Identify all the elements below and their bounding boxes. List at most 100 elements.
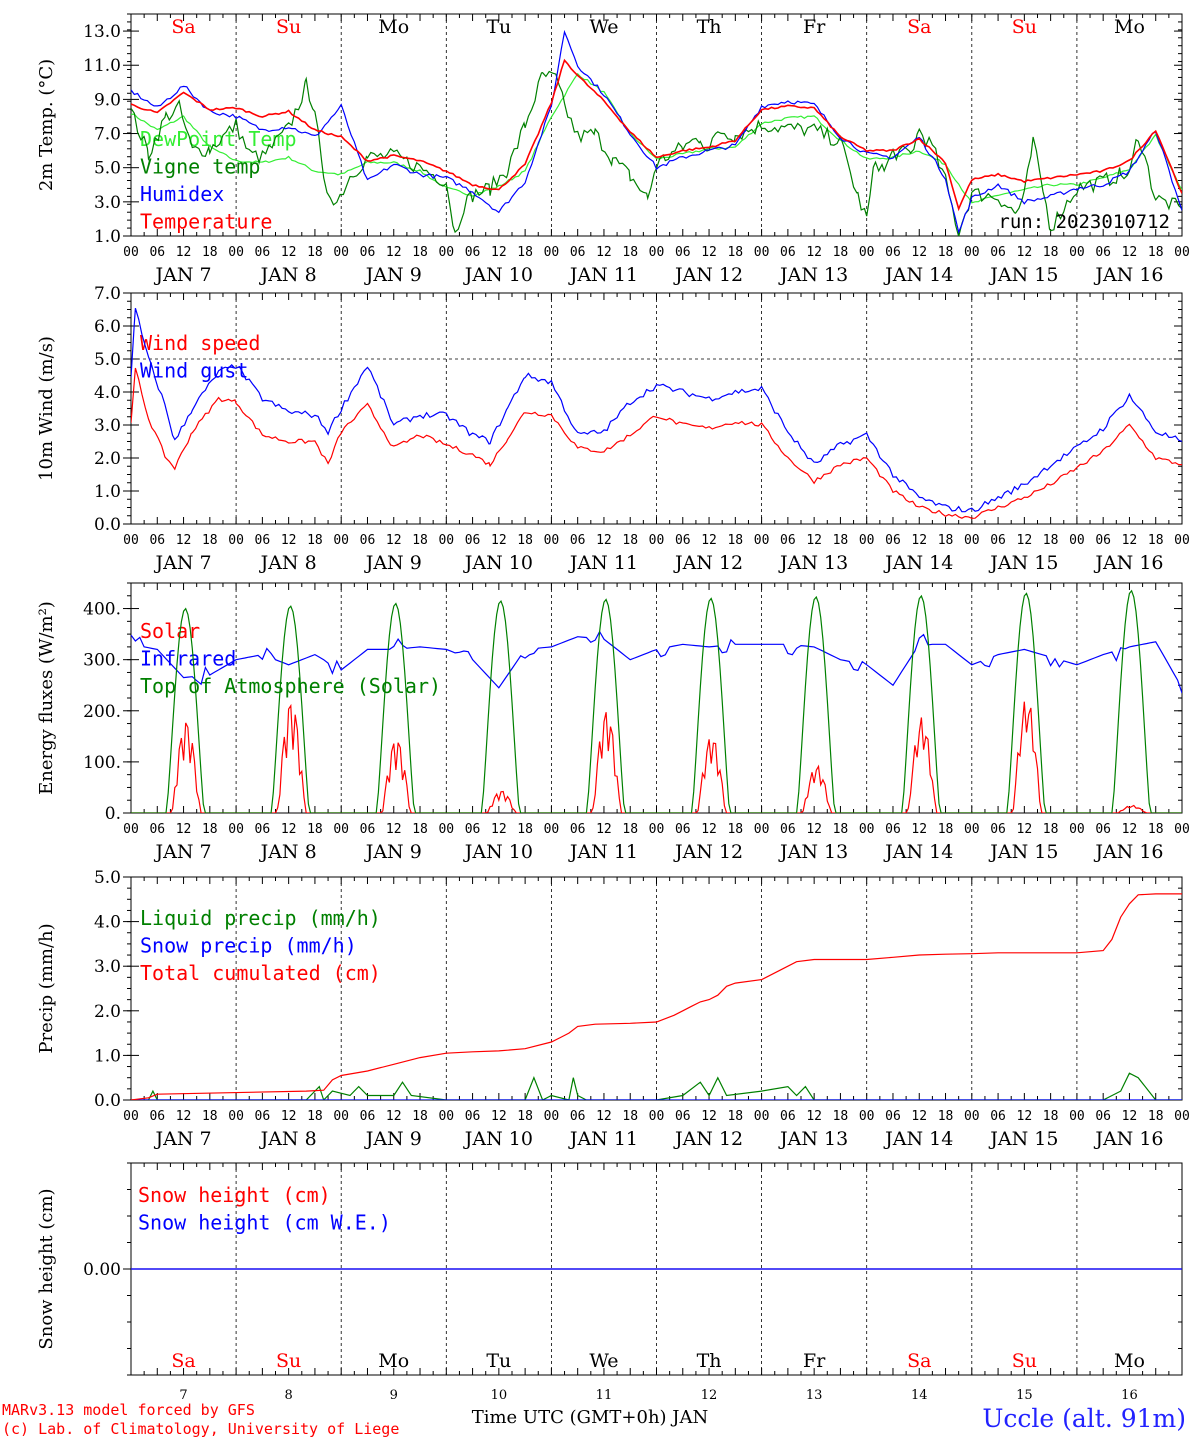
hour-tick-label: 12 xyxy=(281,822,297,837)
hour-tick-label: 00 xyxy=(859,1109,875,1124)
day-date-label: JAN 7 xyxy=(154,264,212,286)
hour-tick-label: 06 xyxy=(360,1109,376,1124)
hour-tick-label: 12 xyxy=(911,245,927,260)
day-date-label: JAN 12 xyxy=(673,841,743,863)
wind-panel: 0.0 1.0 2.0 3.0 4.0 5.0 6.0 7.0 10m Wind (m/s) 00… xyxy=(36,284,1190,574)
hour-tick-label: 12 xyxy=(806,822,822,837)
hour-tick-label: 12 xyxy=(176,1109,192,1124)
hour-tick-label: 12 xyxy=(1017,822,1033,837)
day-date-label: JAN 15 xyxy=(988,552,1058,574)
wind-gust-line xyxy=(131,308,1182,513)
hour-tick-label: 12 xyxy=(491,822,507,837)
hour-tick-label: 18 xyxy=(202,1109,218,1124)
hour-tick-label: 12 xyxy=(701,1109,717,1124)
hour-tick-label: 12 xyxy=(806,533,822,548)
y-tick-label: 100. xyxy=(83,753,121,773)
y-tick-label: 5.0 xyxy=(94,159,121,179)
hour-tick-label: 06 xyxy=(675,1109,691,1124)
day-date-label: JAN 9 xyxy=(364,1128,422,1150)
hour-tick-label: 12 xyxy=(596,533,612,548)
hour-tick-label: 18 xyxy=(1148,245,1164,260)
hour-tick-label: 06 xyxy=(465,533,481,548)
hour-tick-label: 06 xyxy=(360,245,376,260)
hour-tick-label: 00 xyxy=(544,245,560,260)
day-number-label: 16 xyxy=(1121,1388,1138,1403)
hour-tick-label: 12 xyxy=(911,533,927,548)
hour-tick-label: 12 xyxy=(701,245,717,260)
hour-tick-label: 18 xyxy=(412,1109,428,1124)
y-axis-label: Snow height (cm) xyxy=(36,1188,57,1349)
hour-tick-label: 00 xyxy=(123,245,139,260)
day-date-label: JAN 7 xyxy=(154,841,212,863)
hour-tick-label: 00 xyxy=(859,822,875,837)
day-date-label: JAN 8 xyxy=(259,264,317,286)
hour-tick-label: 18 xyxy=(1148,1109,1164,1124)
weekday-label: Th xyxy=(697,1350,722,1372)
hour-tick-label: 06 xyxy=(255,245,271,260)
hour-tick-label: 18 xyxy=(1148,533,1164,548)
day-date-label: JAN 11 xyxy=(568,1128,638,1150)
y-axis-label: Energy fluxes (W/m²) xyxy=(36,601,57,795)
hour-tick-label: 18 xyxy=(307,822,323,837)
day-date-label: JAN 16 xyxy=(1093,264,1163,286)
y-tick-label: 0.0 xyxy=(94,1091,121,1111)
weekday-label: Sa xyxy=(171,16,195,38)
hour-tick-label: 18 xyxy=(833,245,849,260)
hour-tick-label: 06 xyxy=(360,533,376,548)
y-tick-label: 3.0 xyxy=(94,957,121,977)
hour-tick-label: 06 xyxy=(990,533,1006,548)
weekday-label: Su xyxy=(1012,16,1037,38)
hour-tick-label: 12 xyxy=(386,822,402,837)
hour-tick-label: 06 xyxy=(149,533,165,548)
hour-tick-label: 06 xyxy=(990,822,1006,837)
hour-tick-label: 00 xyxy=(1174,822,1190,837)
hour-tick-label: 00 xyxy=(544,533,560,548)
hour-tick-label: 12 xyxy=(386,1109,402,1124)
hour-tick-label: 00 xyxy=(754,822,770,837)
infrared-flux-line xyxy=(131,630,1182,694)
day-date-label: JAN 7 xyxy=(154,552,212,574)
hour-tick-label: 18 xyxy=(1043,822,1059,837)
hour-tick-label: 00 xyxy=(964,245,980,260)
hour-tick-label: 18 xyxy=(517,245,533,260)
hour-tick-label: 00 xyxy=(438,533,454,548)
hour-tick-label: 00 xyxy=(1069,822,1085,837)
hour-tick-label: 00 xyxy=(123,533,139,548)
hour-tick-label: 06 xyxy=(780,245,796,260)
hour-tick-label: 12 xyxy=(176,245,192,260)
hour-tick-label: 18 xyxy=(307,245,323,260)
total-cumulated-line xyxy=(131,893,1182,1100)
hour-tick-label: 18 xyxy=(622,245,638,260)
hour-tick-label: 00 xyxy=(1174,1109,1190,1124)
hour-tick-label: 12 xyxy=(911,822,927,837)
day-date-label: JAN 11 xyxy=(568,264,638,286)
hour-tick-label: 18 xyxy=(622,533,638,548)
hour-tick-label: 06 xyxy=(255,1109,271,1124)
hour-tick-label: 12 xyxy=(806,1109,822,1124)
hour-tick-label: 00 xyxy=(333,1109,349,1124)
y-tick-label: 6.0 xyxy=(94,317,121,337)
day-date-label: JAN 13 xyxy=(778,1128,848,1150)
y-tick-label: 7.0 xyxy=(94,284,121,304)
day-date-label: JAN 14 xyxy=(883,841,953,863)
hour-tick-label: 18 xyxy=(938,245,954,260)
weekday-label: Mo xyxy=(1114,16,1145,38)
hour-tick-label: 18 xyxy=(938,533,954,548)
hour-tick-label: 00 xyxy=(1174,245,1190,260)
dewpoint-line xyxy=(131,72,1182,204)
day-date-label: JAN 13 xyxy=(778,264,848,286)
hour-tick-label: 12 xyxy=(1017,533,1033,548)
legend-entry: Top of Atmosphere (Solar) xyxy=(140,674,441,698)
weekday-label: Tu xyxy=(486,16,511,38)
x-axis-label: Time UTC (GMT+0h) JAN xyxy=(472,1407,709,1428)
weekday-label: Sa xyxy=(907,16,931,38)
weekday-label: We xyxy=(589,16,618,38)
hour-tick-label: 18 xyxy=(938,1109,954,1124)
y-tick-label: 4.0 xyxy=(94,913,121,933)
hour-tick-label: 06 xyxy=(570,1109,586,1124)
station-name-text: Uccle (alt. 91m) xyxy=(982,1404,1186,1433)
weekday-label: Mo xyxy=(378,16,409,38)
y-tick-label: 400. xyxy=(83,600,121,620)
hour-tick-label: 12 xyxy=(1122,533,1138,548)
